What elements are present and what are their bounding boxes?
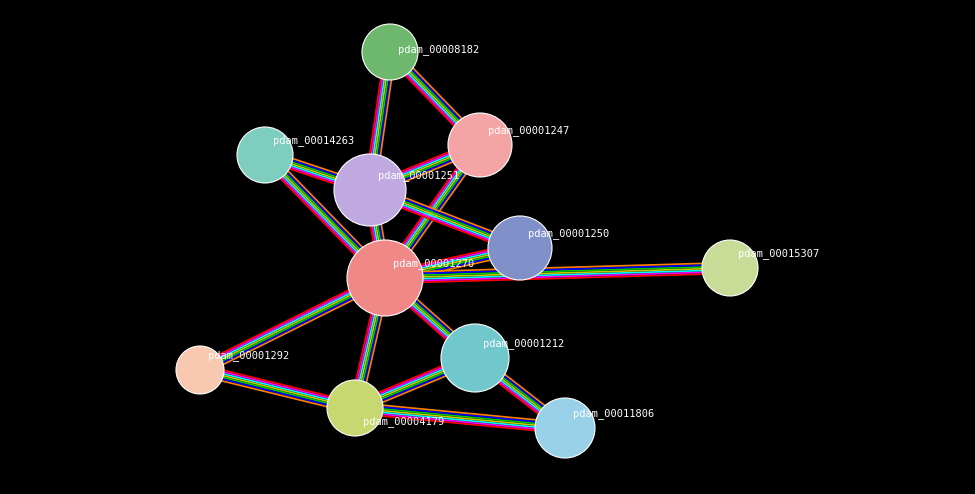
Text: pdam_00004179: pdam_00004179 <box>363 416 445 427</box>
Text: pdam_00001212: pdam_00001212 <box>483 338 565 349</box>
Circle shape <box>441 324 509 392</box>
Circle shape <box>362 24 418 80</box>
Text: pdam_00001247: pdam_00001247 <box>488 125 569 136</box>
Circle shape <box>448 113 512 177</box>
Text: pdam_00001270: pdam_00001270 <box>393 258 474 269</box>
Circle shape <box>488 216 552 280</box>
Text: pdam_00001292: pdam_00001292 <box>208 351 290 362</box>
Circle shape <box>535 398 595 458</box>
Circle shape <box>237 127 293 183</box>
Text: pdam_00008182: pdam_00008182 <box>398 44 480 55</box>
Text: pdam_00011806: pdam_00011806 <box>573 409 654 419</box>
Text: pdam_00001250: pdam_00001250 <box>528 229 609 240</box>
Circle shape <box>176 346 224 394</box>
Text: pdam_00014263: pdam_00014263 <box>273 135 354 146</box>
Circle shape <box>327 380 383 436</box>
Circle shape <box>334 154 406 226</box>
Circle shape <box>347 240 423 316</box>
Text: pdam_00015307: pdam_00015307 <box>738 248 819 259</box>
Text: pdam_00001251: pdam_00001251 <box>378 170 459 181</box>
Circle shape <box>702 240 758 296</box>
